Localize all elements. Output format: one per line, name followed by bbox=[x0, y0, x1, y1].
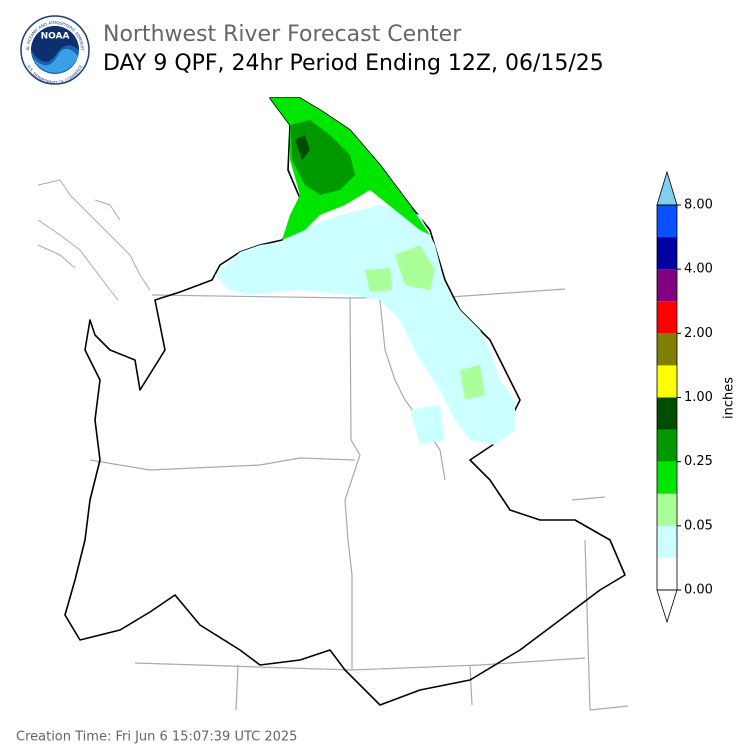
colorbar-segment bbox=[657, 525, 677, 558]
colorbar-segment bbox=[657, 269, 677, 302]
colorbar-label: inches bbox=[722, 377, 737, 419]
state-lines bbox=[89, 288, 629, 711]
precip-light-green bbox=[365, 245, 485, 400]
colorbar-segment bbox=[657, 365, 677, 398]
colorbar-tick-label: 2.00 bbox=[684, 326, 713, 341]
colorbar-tick-label: 8.00 bbox=[684, 198, 713, 213]
colorbar-over bbox=[656, 170, 678, 206]
title: Northwest River Forecast Center bbox=[103, 22, 462, 47]
colorbar-tick-label: 4.00 bbox=[684, 262, 713, 277]
subtitle: DAY 9 QPF, 24hr Period Ending 12Z, 06/15… bbox=[103, 51, 604, 76]
colorbar-segment bbox=[657, 301, 677, 334]
colorbar-segment bbox=[657, 333, 677, 366]
noaa-logo: NOAA NATIONAL OCEANIC AND ATMOSPHERIC AD… bbox=[0, 0, 90, 85]
colorbar-segment bbox=[657, 429, 677, 462]
colorbar-tick-label: 0.00 bbox=[684, 583, 713, 598]
colorbar-tick-label: 1.00 bbox=[684, 390, 713, 405]
map bbox=[37, 97, 629, 711]
precip-darkest-green bbox=[295, 135, 310, 160]
creation-time: Creation Time: Fri Jun 6 15:07:39 UTC 20… bbox=[16, 730, 297, 745]
logo-text: NOAA bbox=[41, 32, 70, 42]
colorbar: 0.00 0.05 0.25 1.00 2.00 4.00 8.00 bbox=[656, 170, 713, 624]
colorbar-segment bbox=[657, 493, 677, 526]
colorbar-segment bbox=[657, 557, 677, 590]
colorbar-segment bbox=[657, 397, 677, 430]
colorbar-segment bbox=[657, 205, 677, 238]
precip-light-cyan bbox=[215, 205, 515, 445]
colorbar-segment bbox=[657, 237, 677, 270]
colorbar-tick-label: 0.05 bbox=[684, 518, 713, 533]
colorbar-segment bbox=[657, 461, 677, 494]
coastline-bc bbox=[37, 179, 151, 301]
colorbar-under bbox=[656, 589, 678, 624]
colorbar-tick-label: 0.25 bbox=[684, 454, 713, 469]
